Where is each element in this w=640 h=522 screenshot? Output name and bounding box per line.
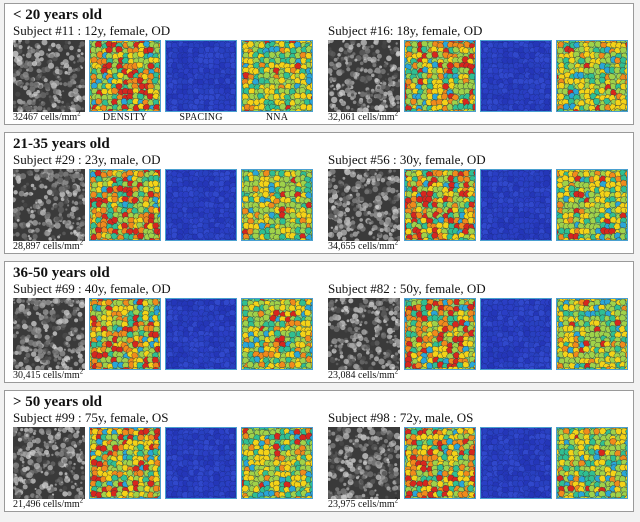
subject-label: Subject #82 : 50y, female, OD [328,281,486,296]
aoslo-image [328,169,400,241]
subject-label: Subject #99 : 75y, female, OS [13,410,169,425]
group-title: 36-50 years old [13,265,110,281]
nna-label: NNA [265,112,289,123]
density-map [404,40,476,112]
spacing-label: SPACING [179,112,223,123]
cell-count: 30,415 cells/mm2 [13,367,84,381]
subject-label: Subject #69 : 40y, female, OD [13,281,171,296]
nna-map [556,40,628,112]
group-title: 21-35 years old [13,136,110,152]
cell-count: 28,897 cells/mm2 [13,238,84,252]
subject-panel: Subject #82 : 50y, female, OD 23,084 cel… [320,262,635,382]
subject-label: Subject #56 : 30y, female, OD [328,152,486,167]
age-group-21-35: 21-35 years old Subject #29 : 23y, male,… [4,132,634,254]
nna-map [556,169,628,241]
group-title: > 50 years old [13,394,102,410]
subject-panel: Subject #99 : 75y, female, OS 21,496 cel… [5,391,320,511]
age-group-under-20: < 20 years old Subject #11 : 12y, female… [4,3,634,125]
aoslo-image [13,427,85,499]
subject-label: Subject #16: 18y, female, OD [328,23,483,38]
density-map [89,298,161,370]
subject-label: Subject #98 : 72y, male, OS [328,410,474,425]
cell-count: 23,084 cells/mm2 [328,367,399,381]
age-group-36-50: 36-50 years old Subject #69 : 40y, femal… [4,261,634,383]
spacing-map [165,40,237,112]
nna-map [241,40,313,112]
subject-panel: Subject #29 : 23y, male, OD 28,897 cells… [5,133,320,253]
cell-count: 21,496 cells/mm2 [13,496,84,510]
spacing-map [165,427,237,499]
nna-map [556,298,628,370]
spacing-map [165,298,237,370]
age-group-over-50: > 50 years old Subject #99 : 75y, female… [4,390,634,512]
aoslo-image [328,298,400,370]
spacing-map [480,427,552,499]
group-title: < 20 years old [13,7,102,23]
spacing-map [480,40,552,112]
subject-label: Subject #11 : 12y, female, OD [13,23,171,38]
density-map [404,298,476,370]
nna-map [241,169,313,241]
aoslo-image [13,298,85,370]
subject-panel: Subject #56 : 30y, female, OD 34,655 cel… [320,133,635,253]
cell-count: 34,655 cells/mm2 [328,238,399,252]
aoslo-image [328,427,400,499]
subject-panel: Subject #98 : 72y, male, OS 23,975 cells… [320,391,635,511]
aoslo-image [13,40,85,112]
nna-map [241,298,313,370]
aoslo-image [13,169,85,241]
nna-map [241,427,313,499]
aoslo-image [328,40,400,112]
density-map [89,40,161,112]
cell-count: 32467 cells/mm2 [13,109,81,123]
spacing-map [480,298,552,370]
cell-count: 32,061 cells/mm2 [328,109,399,123]
density-map [89,427,161,499]
density-map [89,169,161,241]
nna-map [556,427,628,499]
spacing-map [480,169,552,241]
subject-panel: Subject #69 : 40y, female, OD 30,415 cel… [5,262,320,382]
spacing-map [165,169,237,241]
density-map [404,169,476,241]
subject-panel: Subject #11 : 12y, female, OD 32467 cell… [5,4,320,124]
density-map [404,427,476,499]
density-label: DENSITY [102,112,148,123]
subject-label: Subject #29 : 23y, male, OD [13,152,161,167]
subject-panel: Subject #16: 18y, female, OD 32,061 cell… [320,4,635,124]
cell-count: 23,975 cells/mm2 [328,496,399,510]
